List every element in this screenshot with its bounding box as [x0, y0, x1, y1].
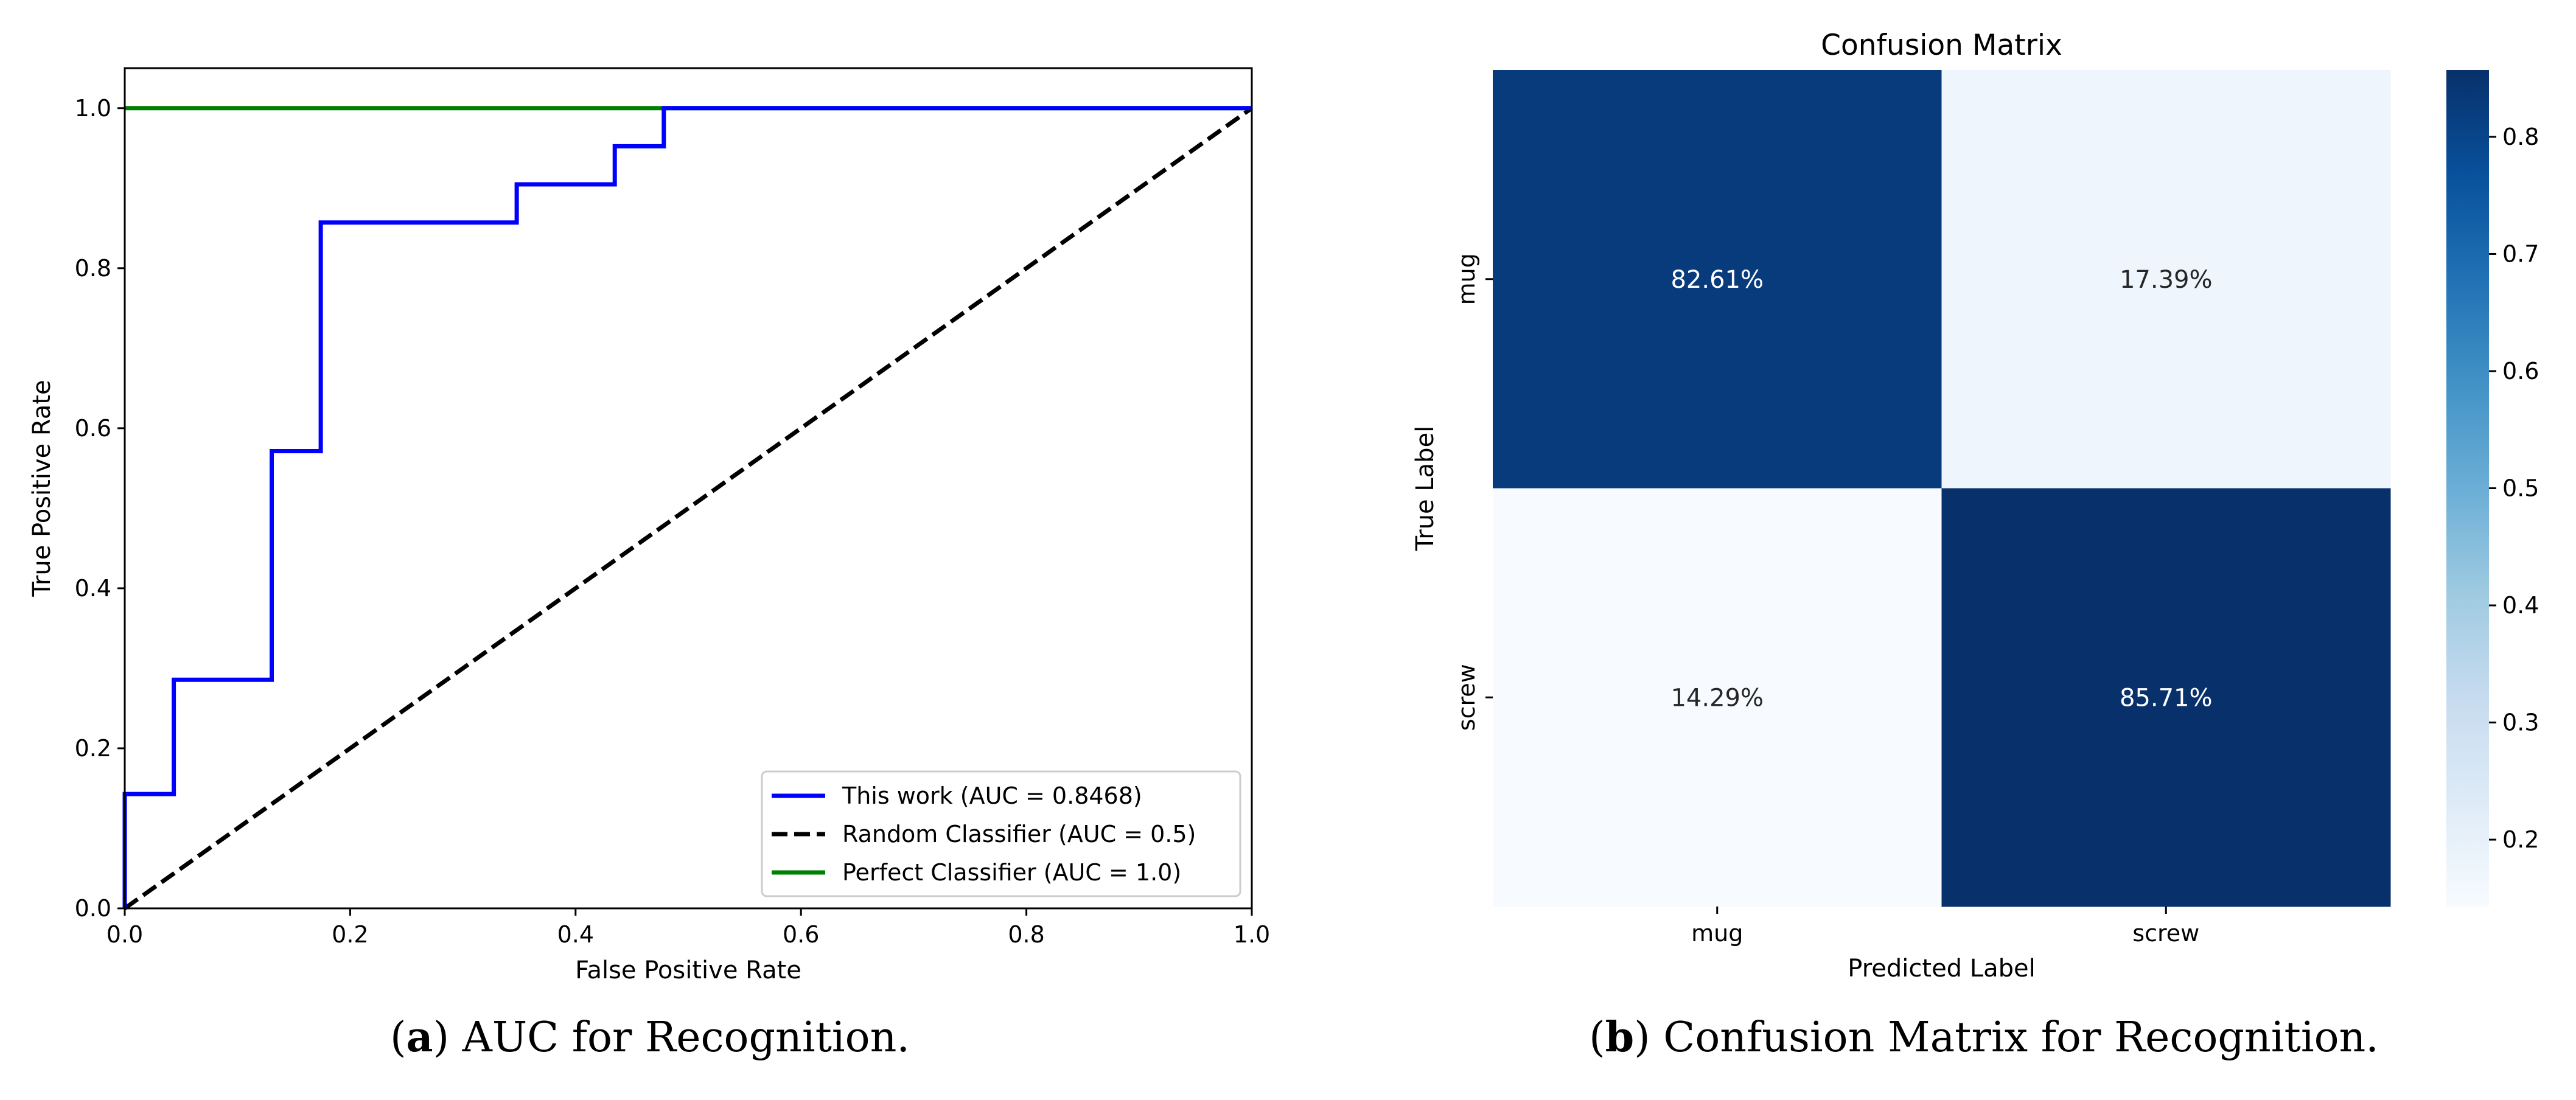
cm-y-axis: mug screw — [1453, 253, 1493, 731]
roc-x-tick-label: 1.0 — [1234, 921, 1270, 948]
cm-x-axis: mug screw — [1691, 907, 2199, 947]
roc-x-tick-label: 0.4 — [557, 921, 594, 948]
colorbar-axis: 0.2 0.3 0.4 0.5 0.6 0.7 0.8 — [2489, 124, 2539, 853]
roc-y-tick-label: 0.8 — [75, 255, 111, 282]
cm-y-tick-label: screw — [1453, 664, 1480, 731]
cm-cell-label: 82.61% — [1670, 266, 1764, 294]
cm-cell — [1941, 488, 2391, 907]
colorbar-tick-label: 0.3 — [2502, 709, 2539, 736]
roc-legend-box — [761, 770, 1241, 897]
caption-a-letter: a — [406, 1013, 433, 1062]
caption-b-letter: b — [1605, 1013, 1635, 1062]
roc-series-group — [122, 106, 1254, 910]
caption-b: (b) Confusion Matrix for Recognition. — [1589, 1013, 2379, 1062]
roc-y-axis: 0.0 0.2 0.4 0.6 0.8 1.0 — [75, 95, 125, 922]
roc-y-tick-label: 0.0 — [75, 895, 111, 922]
colorbar-tick-label: 0.6 — [2502, 358, 2539, 385]
roc-legend-label: Perfect Classifier (AUC = 1.0) — [842, 859, 1181, 886]
cm-cell-label: 17.39% — [2120, 266, 2213, 294]
cm-cell — [1493, 488, 1942, 907]
caption-a: (a) AUC for Recognition. — [390, 1013, 910, 1062]
roc-legend-label: This work (AUC = 0.8468) — [842, 782, 1142, 809]
colorbar-tick-label: 0.2 — [2502, 826, 2539, 853]
roc-series-line-1 — [123, 106, 1254, 910]
cm-cell — [1493, 70, 1942, 489]
cm-x-tick-label: screw — [2132, 920, 2199, 947]
roc-x-tick-label: 0.0 — [106, 921, 143, 948]
roc-x-axis: 0.0 0.2 0.4 0.6 0.8 1.0 — [106, 908, 1270, 948]
cm-y-axis-label: True Label — [1411, 426, 1439, 552]
cm-x-tick-label: mug — [1691, 920, 1743, 947]
roc-y-axis-label: True Positive Rate — [28, 380, 56, 597]
caption-a-text: AUC for Recognition. — [449, 1014, 910, 1062]
roc-y-tick-label: 1.0 — [75, 95, 111, 122]
colorbar-tick-label: 0.7 — [2502, 240, 2539, 267]
colorbar-tick-label: 0.5 — [2502, 475, 2539, 502]
roc-y-tick-label: 0.6 — [75, 415, 111, 442]
roc-x-tick-label: 0.2 — [332, 921, 368, 948]
roc-series-line-0 — [122, 106, 1252, 908]
roc-legend-label: Random Classifier (AUC = 0.5) — [842, 821, 1196, 848]
colorbar — [2446, 70, 2489, 907]
cm-cell-label: 14.29% — [1670, 684, 1764, 712]
caption-b-text: Confusion Matrix for Recognition. — [1650, 1014, 2379, 1062]
cm-cell-label: 85.71% — [2120, 684, 2213, 712]
cm-cell — [1941, 70, 2391, 489]
roc-y-tick-label: 0.2 — [75, 735, 111, 762]
colorbar-tick-label: 0.4 — [2502, 592, 2539, 619]
colorbar-tick-label: 0.8 — [2502, 124, 2539, 150]
roc-plot-frame — [124, 67, 1253, 910]
roc-legend: This work (AUC = 0.8468) Random Classifie… — [761, 770, 1241, 897]
confusion-matrix-cells: 82.61% 17.39% 14.29% 85.71% — [1493, 70, 2391, 907]
roc-x-tick-label: 0.6 — [783, 921, 819, 948]
roc-x-tick-label: 0.8 — [1008, 921, 1044, 948]
cm-y-tick-label: mug — [1453, 253, 1480, 305]
roc-chart: 0.0 0.2 0.4 0.6 0.8 1.0 0.0 0.2 0.4 0.6 0.8 1.0 Fa… — [28, 67, 1270, 984]
confusion-matrix-chart: Confusion Matrix 82.61% 17.39% 14.29% 85.71… — [1411, 29, 2539, 983]
roc-y-tick-label: 0.4 — [75, 575, 111, 602]
confusion-matrix-title: Confusion Matrix — [1821, 29, 2062, 62]
cm-x-axis-label: Predicted Label — [1848, 955, 2035, 983]
roc-x-axis-label: False Positive Rate — [575, 956, 801, 984]
